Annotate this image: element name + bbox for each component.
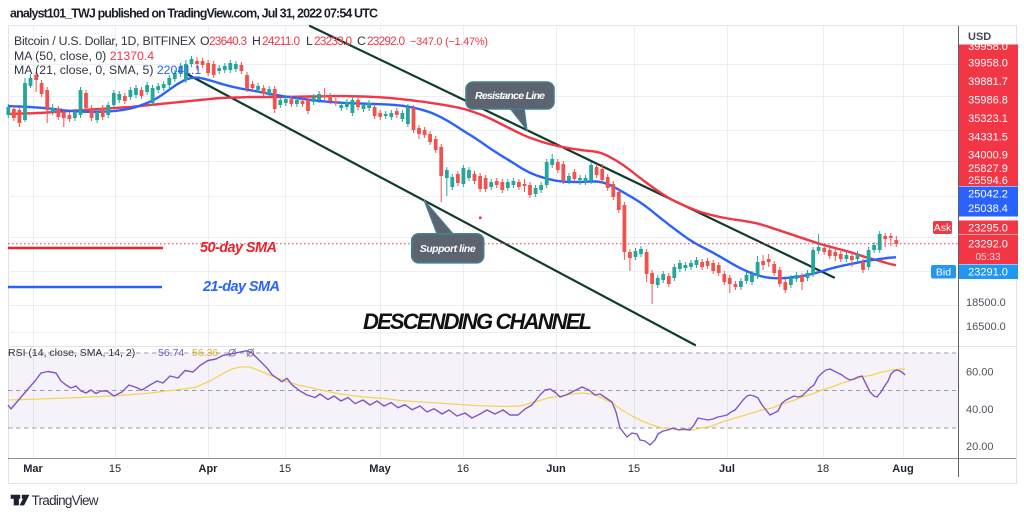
svg-text:23291.0: 23291.0 bbox=[968, 267, 1008, 279]
svg-text:15: 15 bbox=[109, 463, 121, 475]
svg-text:18500.0: 18500.0 bbox=[966, 297, 1006, 309]
svg-text:O: O bbox=[200, 34, 210, 48]
svg-text:39881.7: 39881.7 bbox=[968, 76, 1008, 88]
svg-text:Support line: Support line bbox=[420, 243, 476, 255]
svg-text:May: May bbox=[369, 463, 391, 475]
svg-text:25042.2: 25042.2 bbox=[968, 189, 1008, 201]
svg-text:TradingView: TradingView bbox=[32, 493, 99, 508]
svg-text:21-day SMA: 21-day SMA bbox=[202, 279, 280, 295]
svg-text:35986.8: 35986.8 bbox=[968, 95, 1008, 107]
svg-text:MA (50, close, 0) 21370.4: MA (50, close, 0) 21370.4 bbox=[14, 49, 154, 63]
svg-text:24211.0: 24211.0 bbox=[262, 34, 300, 48]
svg-text:20.00: 20.00 bbox=[966, 441, 994, 453]
svg-text:50-day SMA: 50-day SMA bbox=[200, 240, 277, 256]
svg-text:Jun: Jun bbox=[546, 463, 566, 475]
svg-text:23295.0: 23295.0 bbox=[968, 223, 1008, 235]
svg-text:−347.0 (−1.47%): −347.0 (−1.47%) bbox=[410, 36, 488, 48]
svg-text:40.00: 40.00 bbox=[966, 404, 994, 416]
svg-text:C: C bbox=[357, 34, 366, 48]
svg-text:Ask: Ask bbox=[934, 222, 952, 234]
svg-text:L: L bbox=[306, 34, 313, 48]
svg-text:23292.0: 23292.0 bbox=[367, 34, 405, 48]
svg-text:Bitcoin / U.S. Dollar, 1D, BIT: Bitcoin / U.S. Dollar, 1D, BITFINEX bbox=[14, 34, 196, 48]
svg-text:39958.0: 39958.0 bbox=[968, 58, 1008, 70]
svg-text:RSI (14, close, SMA, 14, 2): RSI (14, close, SMA, 14, 2) bbox=[8, 347, 135, 359]
svg-text:16: 16 bbox=[457, 463, 469, 475]
svg-text:Apr: Apr bbox=[199, 463, 219, 475]
svg-text:34331.5: 34331.5 bbox=[968, 132, 1008, 144]
svg-text:H: H bbox=[252, 34, 261, 48]
svg-text:DESCENDING CHANNEL: DESCENDING CHANNEL bbox=[363, 309, 592, 334]
svg-text:60.00: 60.00 bbox=[966, 367, 994, 379]
svg-text:56.36: 56.36 bbox=[192, 347, 218, 359]
svg-text:Resistance Line: Resistance Line bbox=[475, 90, 545, 102]
svg-text:05:33: 05:33 bbox=[975, 252, 1000, 263]
svg-text:Ø: Ø bbox=[246, 348, 255, 360]
svg-text:39958.0: 39958.0 bbox=[968, 41, 1008, 53]
svg-text:Bid: Bid bbox=[936, 267, 951, 279]
svg-text:18: 18 bbox=[817, 463, 829, 475]
svg-text:USD: USD bbox=[968, 31, 991, 43]
svg-text:analyst101_TWJ published on Tr: analyst101_TWJ published on TradingView.… bbox=[10, 7, 378, 21]
svg-text:56.74: 56.74 bbox=[158, 347, 184, 359]
svg-text:16500.0: 16500.0 bbox=[966, 321, 1006, 333]
svg-text:Mar: Mar bbox=[23, 463, 43, 475]
svg-text:Jul: Jul bbox=[719, 463, 735, 475]
svg-text:15: 15 bbox=[279, 463, 291, 475]
svg-text:25594.6: 25594.6 bbox=[968, 175, 1008, 187]
svg-text:25827.9: 25827.9 bbox=[968, 163, 1008, 175]
svg-text:34000.9: 34000.9 bbox=[968, 150, 1008, 162]
svg-text:35323.1: 35323.1 bbox=[968, 113, 1008, 125]
svg-text:MA (21, close, 0, SMA, 5) 220: MA (21, close, 0, SMA, 5) 22041.1 bbox=[14, 63, 201, 77]
svg-text:23640.3: 23640.3 bbox=[209, 34, 247, 48]
svg-text:Aug: Aug bbox=[892, 463, 913, 475]
svg-text:25038.4: 25038.4 bbox=[968, 203, 1008, 215]
svg-text:23233.0: 23233.0 bbox=[314, 34, 352, 48]
svg-text:23292.0: 23292.0 bbox=[968, 239, 1008, 251]
svg-text:15: 15 bbox=[628, 463, 640, 475]
